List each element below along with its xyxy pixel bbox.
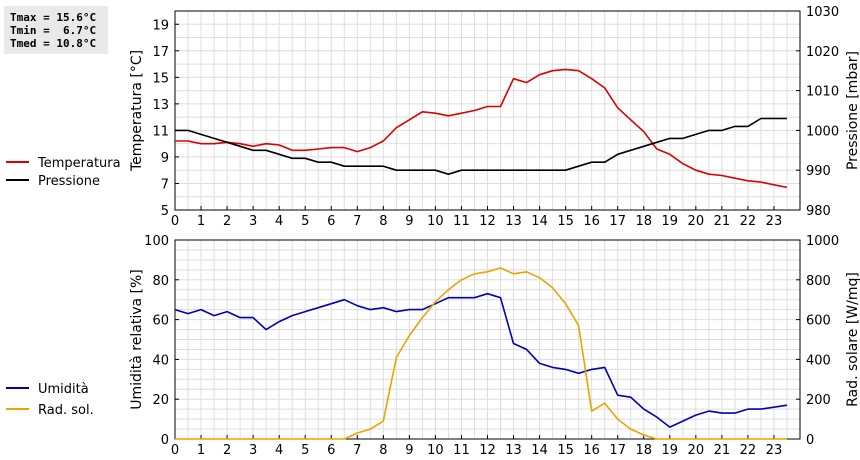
- chart1-ylabel-right: Pressione [mbar]: [845, 51, 860, 170]
- chart1-xtick-label: 14: [531, 214, 548, 229]
- chart2-xtick-label: 15: [557, 443, 574, 458]
- chart1-ytick-label: 15: [152, 71, 169, 86]
- chart1-xtick-label: 7: [353, 214, 361, 229]
- chart2-ytick-label: 0: [161, 433, 169, 448]
- chart2-ytick-label: 100: [144, 234, 169, 249]
- stat-tmed: Tmed = 10.8°C: [10, 37, 97, 50]
- chart2-xtick-label: 5: [301, 443, 309, 458]
- chart2-ytick-right-label: 600: [806, 314, 831, 329]
- chart2-series-2-line: [175, 267, 787, 440]
- chart1-ytick-right-label: 980: [806, 204, 831, 219]
- chart1-ytick-right-label: 990: [806, 164, 831, 179]
- chart1-xtick-label: 11: [453, 214, 470, 229]
- chart2-ylabel-right: Rad. solare [W/mq]: [845, 272, 860, 407]
- chart1-xtick-label: 21: [714, 214, 731, 229]
- chart1-ytick-right-label: 1000: [806, 124, 839, 139]
- stat-tmax: Tmax = 15.6°C: [10, 11, 97, 24]
- chart2-xtick-label: 14: [531, 443, 548, 458]
- chart1-legend-label-2: Pressione: [38, 174, 100, 189]
- chart1-ytick-right-label: 1010: [806, 85, 839, 100]
- chart1-xtick-label: 17: [609, 214, 626, 229]
- chart2-xtick-label: 8: [379, 443, 387, 458]
- chart2-xtick-label: 1: [197, 443, 205, 458]
- chart2-xtick-label: 18: [635, 443, 652, 458]
- chart1-ytick-label: 9: [161, 151, 169, 166]
- chart2-xtick-label: 3: [249, 443, 257, 458]
- chart2-ytick-right-label: 200: [806, 393, 831, 408]
- chart1-xtick-label: 15: [557, 214, 574, 229]
- chart1-xtick-label: 9: [405, 214, 413, 229]
- chart1-xtick-label: 1: [197, 214, 205, 229]
- chart1-xtick-label: 8: [379, 214, 387, 229]
- chart1-legend-label-1: Temperatura: [37, 156, 121, 171]
- chart1-ytick-right-label: 1030: [806, 5, 839, 20]
- chart2-xtick-label: 16: [583, 443, 600, 458]
- chart2-xtick-label: 0: [171, 443, 179, 458]
- chart1-xtick-label: 13: [505, 214, 522, 229]
- chart2-xtick-label: 9: [405, 443, 413, 458]
- chart2-ytick-right-label: 800: [806, 274, 831, 289]
- chart2-ytick-label: 60: [152, 314, 169, 329]
- chart2-ylabel: Umidità relativa [%]: [129, 269, 145, 410]
- chart1-xtick-label: 0: [171, 214, 179, 229]
- chart2-xtick-label: 22: [740, 443, 757, 458]
- chart1-xtick-label: 18: [635, 214, 652, 229]
- chart2-series-1-line: [174, 292, 788, 428]
- chart2-xtick-label: 11: [453, 443, 470, 458]
- chart1-ytick-label: 11: [152, 124, 169, 139]
- chart1-xtick-label: 10: [427, 214, 444, 229]
- chart1-xtick-label: 4: [275, 214, 283, 229]
- chart2-xtick-label: 19: [662, 443, 679, 458]
- chart1-ytick-label: 5: [161, 204, 169, 219]
- chart2-xtick-label: 6: [327, 443, 335, 458]
- chart1-xtick-label: 16: [583, 214, 600, 229]
- chart1-xtick-label: 19: [662, 214, 679, 229]
- chart1-xtick-label: 3: [249, 214, 257, 229]
- chart1-xtick-label: 22: [740, 214, 757, 229]
- chart2-xtick-label: 13: [505, 443, 522, 458]
- chart2-xtick-label: 10: [427, 443, 444, 458]
- chart2-xtick-label: 2: [223, 443, 231, 458]
- chart2-xtick-label: 4: [275, 443, 283, 458]
- chart1-ylabel: Temperatura [°C]: [129, 50, 145, 172]
- chart1-xtick-label: 6: [327, 214, 335, 229]
- chart2-xtick-label: 12: [479, 443, 496, 458]
- chart1-series-2-line: [175, 117, 787, 175]
- chart1-ytick-right-label: 1020: [806, 45, 839, 60]
- chart1-ytick-label: 17: [152, 45, 169, 60]
- chart1-xtick-label: 20: [688, 214, 705, 229]
- chart1-xtick-label: 12: [479, 214, 496, 229]
- chart2-ytick-label: 80: [152, 274, 169, 289]
- chart2-ytick-right-label: 400: [806, 353, 831, 368]
- chart1-xtick-label: 2: [223, 214, 231, 229]
- chart1-ytick-label: 7: [161, 177, 169, 192]
- chart2-ytick-label: 20: [152, 393, 169, 408]
- chart2-ytick-right-label: 0: [806, 433, 814, 448]
- stat-tmin: Tmin = 6.7°C: [10, 24, 97, 37]
- chart2-xtick-label: 21: [714, 443, 731, 458]
- chart2-xtick-label: 23: [766, 443, 783, 458]
- chart2-xtick-label: 7: [353, 443, 361, 458]
- chart2-xtick-label: 20: [688, 443, 705, 458]
- chart1-xtick-label: 23: [766, 214, 783, 229]
- chart2-legend-label-2: Rad. sol.: [38, 403, 94, 418]
- chart2-ytick-label: 40: [152, 353, 169, 368]
- chart1-ytick-label: 13: [152, 98, 169, 113]
- stats-box: Tmax = 15.6°C Tmin = 6.7°C Tmed = 10.8°C: [4, 6, 108, 54]
- chart1-series-1-line: [175, 68, 788, 189]
- chart1-ytick-label: 19: [152, 18, 169, 33]
- chart1-xtick-label: 5: [301, 214, 309, 229]
- chart2-ytick-right-label: 1000: [806, 234, 839, 249]
- chart2-xtick-label: 17: [609, 443, 626, 458]
- chart2-legend-label-1: Umidità: [38, 382, 89, 397]
